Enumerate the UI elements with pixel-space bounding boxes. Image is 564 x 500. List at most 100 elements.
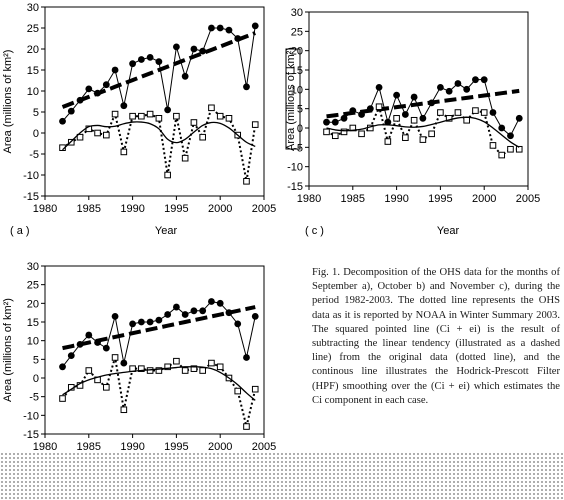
detrended-data-point [507, 145, 514, 153]
detrended-data-point [129, 112, 136, 120]
detrended-data-point [437, 109, 444, 116]
detrended-data-point [428, 130, 435, 138]
x-tick-label: 1985 [77, 441, 101, 453]
x-tick-label: 1995 [164, 203, 188, 215]
original-data-point [498, 124, 506, 132]
linear-trend-line [326, 88, 520, 119]
x-tick-label: 2005 [252, 441, 276, 453]
original-data-point [323, 118, 330, 126]
figure-caption: Fig. 1. Decomposition of the OHS data fo… [312, 267, 560, 406]
detrended-data-point [164, 363, 171, 371]
detrended-data-point [340, 128, 348, 136]
detrended-data-point [243, 423, 250, 430]
detrended-data-point [111, 110, 119, 118]
y-tick-label: -15 [23, 191, 39, 203]
panel-label: ( c ) [305, 225, 324, 237]
original-data-point [67, 107, 75, 115]
original-data-point [208, 24, 215, 32]
detrended-data-point [463, 116, 470, 124]
detrended-data-point [375, 103, 383, 111]
detrended-data-point [103, 131, 110, 139]
original-data-point [85, 331, 93, 339]
original-data-point [216, 24, 224, 32]
detrended-data-point [199, 133, 206, 141]
original-data-point [129, 60, 137, 68]
y-tick-label: 10 [27, 336, 39, 348]
detrended-data-point [454, 109, 462, 116]
detrended-data-point [94, 129, 101, 137]
original-data-point [401, 111, 409, 118]
detrended-data-point [173, 357, 180, 365]
detrended-data-point [146, 110, 154, 118]
original-data-point [181, 311, 189, 318]
original-data-point [472, 76, 479, 84]
detrended-data-point [216, 363, 224, 371]
original-data-point [190, 45, 198, 53]
x-tick-label: 1985 [341, 193, 365, 205]
detrended-data-point [76, 133, 84, 141]
original-data-point [225, 26, 233, 34]
original-data-point [199, 307, 207, 315]
detrended-data-point [243, 178, 250, 185]
original-data-point [216, 299, 224, 307]
detrended-data-point [120, 148, 128, 156]
panel-a: -15 -10 -5 0 5 10 15 20 25 30 1980 1985 1990 1995 2000… [2, 2, 276, 237]
detrended-data-point [410, 116, 418, 124]
original-data-point [340, 114, 348, 122]
original-data-point [164, 106, 172, 114]
linear-trend-line [62, 305, 256, 351]
original-data-point [445, 87, 453, 95]
detrended-data-point [155, 115, 163, 122]
y-tick-label: -15 [23, 429, 39, 441]
detrended-data-point [190, 365, 198, 372]
original-data-point [137, 56, 145, 63]
original-data-point [480, 76, 488, 84]
original-series-line [62, 25, 256, 122]
panel-b: -15 -10 -5 0 5 10 15 20 25 30 1980 1985 1990 1995 2000… [2, 261, 276, 453]
y-tick-label: -10 [23, 410, 39, 422]
original-data-point [59, 363, 66, 371]
original-data-point [384, 118, 392, 126]
original-data-point [111, 313, 119, 320]
y-tick-label: 30 [291, 7, 303, 19]
original-data-point [129, 320, 137, 328]
detrended-data-point [103, 384, 110, 391]
detrended-data-point [138, 365, 145, 372]
x-tick-label: 2005 [516, 193, 540, 205]
y-tick-label: 15 [27, 65, 39, 77]
y-axis-title: Area (millions of km²) [2, 298, 14, 402]
original-data-point [208, 298, 215, 305]
x-tick-label: 1985 [77, 203, 101, 215]
original-data-point [331, 118, 339, 126]
detrended-data-point [445, 115, 453, 122]
y-tick-label: 25 [27, 23, 39, 35]
original-data-point [515, 114, 523, 122]
detrended-data-point [331, 132, 339, 140]
original-data-point [146, 54, 154, 61]
x-tick-label: 1995 [164, 441, 188, 453]
y-axis-title: Area (millions of km²) [2, 50, 14, 154]
plot-frame [44, 6, 265, 197]
detrended-data-point [419, 136, 427, 143]
plot-frame [44, 265, 265, 435]
detrended-data-point [164, 171, 171, 179]
x-tick-label: 2005 [252, 203, 276, 215]
detrended-data-point [498, 151, 506, 159]
detrended-data-point [138, 112, 145, 120]
original-data-point [375, 84, 383, 91]
x-tick-label: 1990 [120, 203, 144, 215]
original-data-point [410, 93, 418, 101]
detrended-data-point [384, 138, 392, 145]
original-data-point [67, 352, 75, 359]
detrended-data-point [402, 134, 409, 141]
detrended-data-point [173, 112, 180, 120]
detrended-data-point [120, 406, 128, 414]
original-data-point [190, 307, 198, 315]
detrended-data-point [251, 385, 259, 393]
detrended-data-point [208, 359, 215, 367]
original-data-point [234, 320, 242, 328]
hpf-smoothed-line [326, 116, 520, 148]
detrended-data-point [393, 115, 400, 122]
detrended-data-point [489, 142, 497, 149]
detrended-data-point [358, 130, 365, 138]
